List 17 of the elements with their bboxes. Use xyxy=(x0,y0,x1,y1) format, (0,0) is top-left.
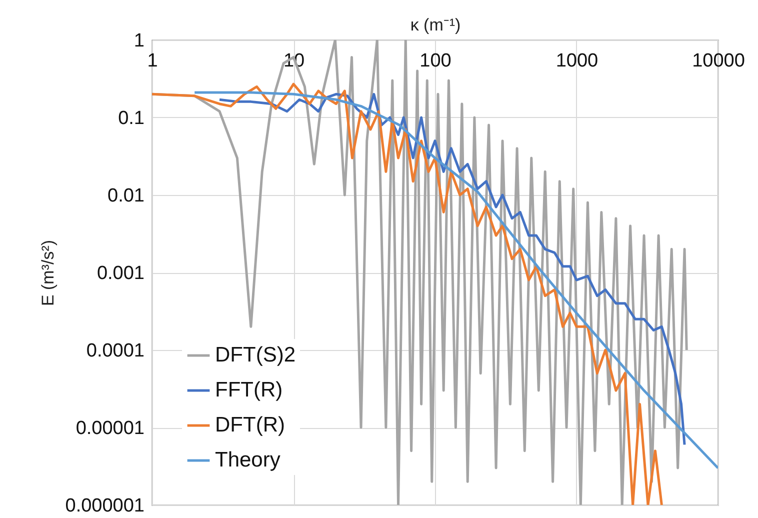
x-tick-label: 100 xyxy=(420,50,452,72)
y-tick-label: 0.1 xyxy=(118,108,144,129)
x-axis-title: κ (m⁻¹) xyxy=(410,16,461,34)
y-tick-label: 0.000001 xyxy=(65,496,144,516)
legend-label: DFT(R) xyxy=(215,414,285,436)
y-axis-title: E (m³/s²) xyxy=(38,240,58,306)
x-tick-label: 1000 xyxy=(556,50,598,72)
y-tick-label: 0.01 xyxy=(108,186,144,206)
y-tick-label: 0.0001 xyxy=(86,340,144,362)
y-tick-label: 0.001 xyxy=(96,263,144,284)
x-tick-label: 10000 xyxy=(692,50,745,72)
legend-label: FFT(R) xyxy=(215,378,283,402)
x-tick-label: 1 xyxy=(147,50,158,72)
legend-label: DFT(S)2 xyxy=(215,344,296,366)
y-tick-label: 1 xyxy=(134,30,144,52)
legend-label: Theory xyxy=(215,448,281,472)
y-tick-label: 0.00001 xyxy=(76,418,144,439)
